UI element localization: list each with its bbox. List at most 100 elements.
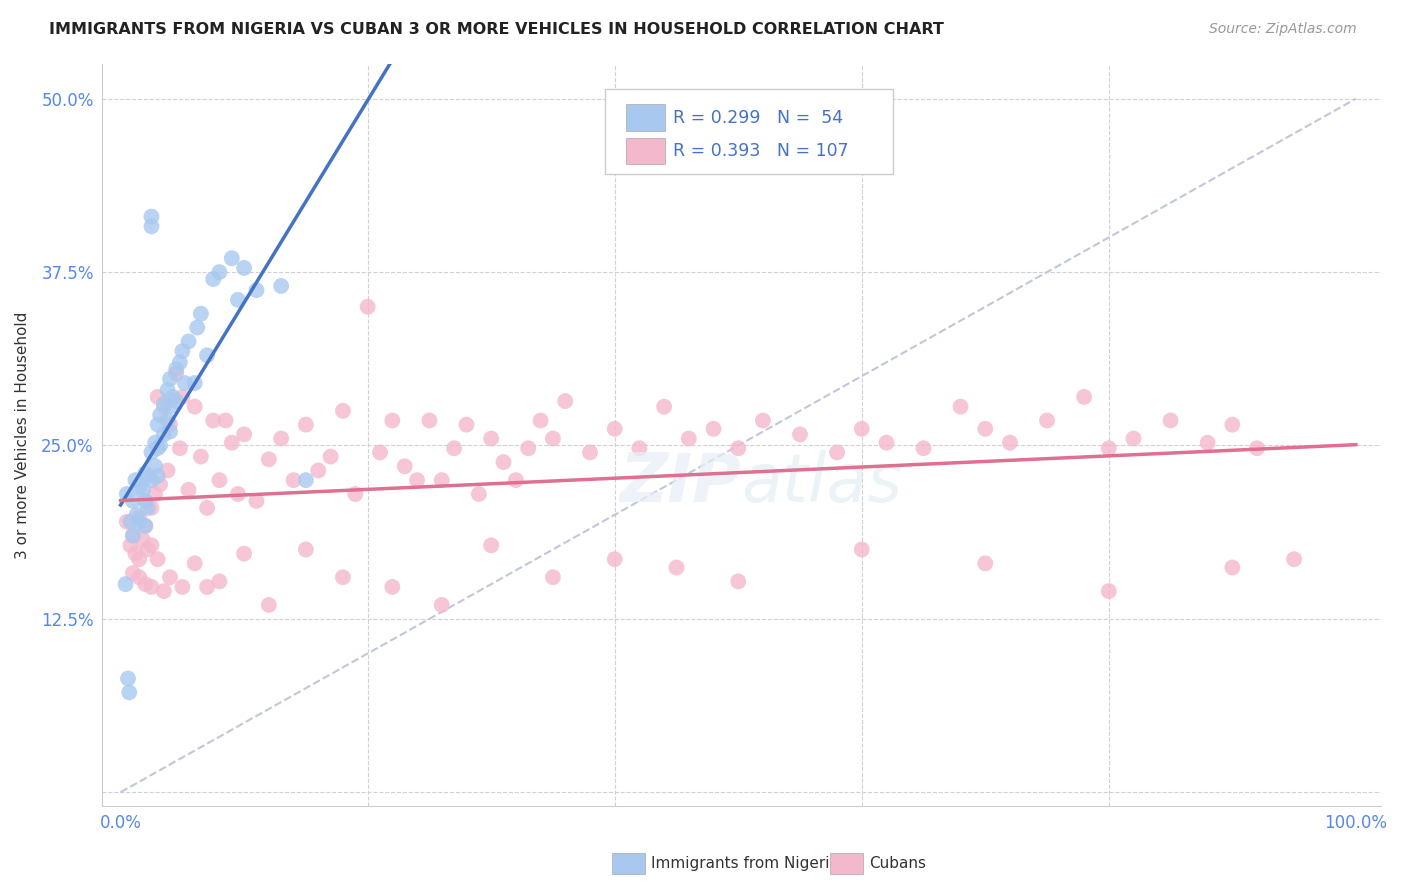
Point [153,400,176,414]
Point [1073,390,1095,404]
Point [226,293,249,307]
Point [122,566,145,580]
Point [1282,552,1305,566]
Point [202,272,225,286]
Point [221,251,243,265]
Text: IMMIGRANTS FROM NIGERIA VS CUBAN 3 OR MORE VEHICLES IN HOUSEHOLD CORRELATION CHA: IMMIGRANTS FROM NIGERIA VS CUBAN 3 OR MO… [49,22,943,37]
Point [143,435,166,450]
Point [128,552,150,566]
Point [114,577,136,591]
Point [132,483,155,497]
Point [381,413,404,427]
Point [115,515,138,529]
Point [134,494,156,508]
Point [430,473,453,487]
Point [195,580,218,594]
Point [146,442,169,456]
Point [245,494,267,508]
Point [124,473,146,487]
Point [177,334,200,349]
Point [456,417,478,432]
Point [208,574,231,589]
Point [1220,417,1243,432]
Point [136,542,159,557]
Point [128,570,150,584]
Point [183,376,205,390]
Point [233,427,256,442]
Text: Cubans: Cubans [869,856,927,871]
Point [195,500,218,515]
Point [368,445,391,459]
Point [128,515,150,529]
Point [295,473,318,487]
Point [208,265,231,279]
Point [233,260,256,275]
Point [169,442,191,456]
Point [665,560,688,574]
Point [172,580,194,594]
Point [529,413,551,427]
Point [143,487,166,501]
Point [517,442,540,456]
Point [628,442,651,456]
Point [233,547,256,561]
Point [153,584,176,599]
Point [603,422,626,436]
Point [134,466,156,480]
Point [214,413,236,427]
Point [541,570,564,584]
Point [141,580,163,594]
Point [283,473,305,487]
Point [443,442,465,456]
Point [141,500,163,515]
Point [875,435,897,450]
Point [727,574,749,589]
Point [678,432,700,446]
Point [1098,442,1121,456]
Point [1160,413,1182,427]
Y-axis label: 3 or more Vehicles in Household: 3 or more Vehicles in Household [15,311,30,558]
Point [165,362,187,376]
Point [177,483,200,497]
Text: ZIP: ZIP [620,450,741,516]
Text: R = 0.393   N = 107: R = 0.393 N = 107 [673,142,849,160]
Point [141,445,163,459]
Point [974,422,997,436]
Point [1098,584,1121,599]
Point [156,413,179,427]
Point [165,367,187,381]
Point [208,473,231,487]
Point [159,417,181,432]
Point [1036,413,1059,427]
Point [789,427,811,442]
Point [117,672,139,686]
Point [195,348,218,362]
Point [159,570,181,584]
Point [172,344,194,359]
Point [159,425,181,439]
Point [120,538,142,552]
Point [603,552,626,566]
Point [153,427,176,442]
Point [226,487,249,501]
Point [122,528,145,542]
Point [652,400,675,414]
Point [974,557,997,571]
Point [149,477,172,491]
Point [115,487,138,501]
Point [554,394,576,409]
Point [245,283,267,297]
Point [143,459,166,474]
Point [141,538,163,552]
Text: atlas: atlas [741,450,903,516]
Point [190,450,212,464]
Point [162,390,184,404]
Point [141,219,163,234]
Point [125,508,148,522]
Point [418,413,440,427]
Point [118,685,141,699]
Point [1197,435,1219,450]
Point [156,383,179,397]
Text: Immigrants from Nigeria: Immigrants from Nigeria [651,856,839,871]
Point [169,355,191,369]
